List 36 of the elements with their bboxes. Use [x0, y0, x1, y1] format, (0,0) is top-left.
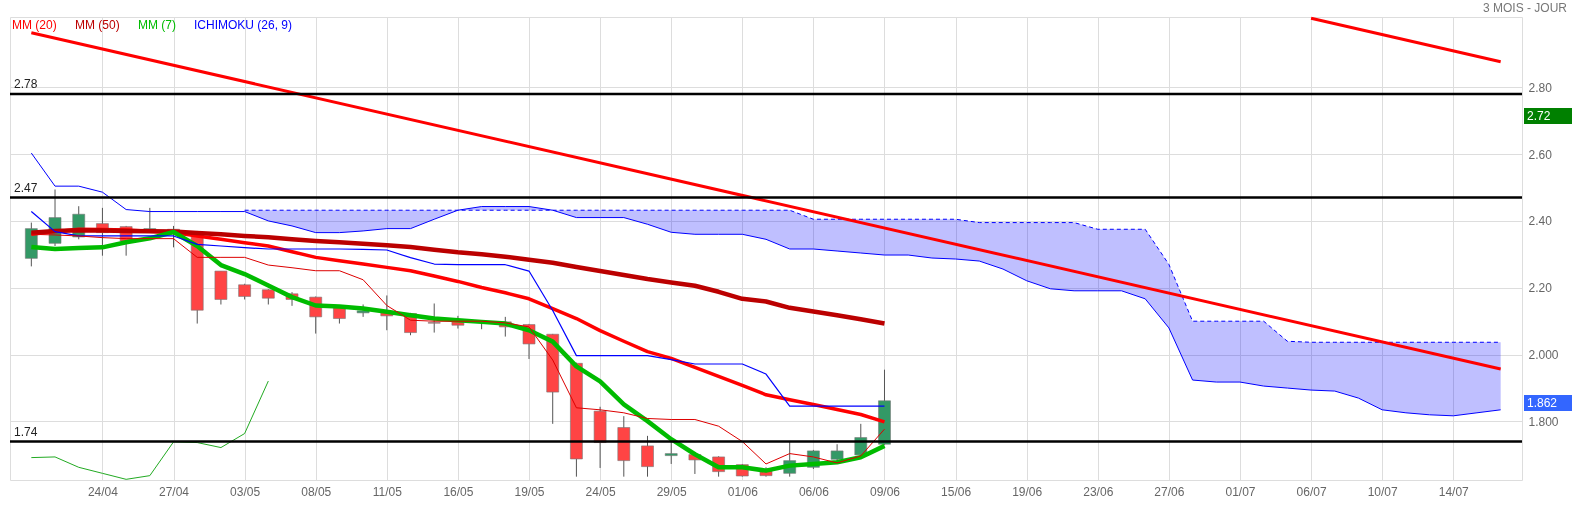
x-tick-label: 06/07: [1296, 484, 1327, 499]
x-tick-label: 27/04: [159, 484, 190, 499]
x-tick-label: 10/07: [1367, 484, 1399, 499]
text: 1.862: [1527, 396, 1558, 410]
y-tick-label: 2.60: [1528, 147, 1553, 162]
x-tick-label: 08/05: [301, 484, 332, 499]
y-tick-label: 2.80: [1528, 80, 1553, 95]
y-tick-label: 2.20: [1528, 281, 1553, 296]
x-tick-label: 15/06: [941, 484, 972, 499]
x-tick-label: 09/06: [869, 484, 901, 499]
x-tick-label: 27/06: [1154, 484, 1185, 499]
x-tick-label: 01/07: [1225, 484, 1256, 499]
x-tick-label: 19/06: [1012, 484, 1043, 499]
x-tick-label: 24/05: [585, 484, 616, 499]
x-tick-label: 14/07: [1438, 484, 1470, 499]
x-tick-label: 01/06: [727, 484, 759, 499]
x-tick-label: 29/05: [656, 484, 688, 499]
x-tick-label: 03/05: [230, 484, 261, 499]
ref-line-label: 2.78: [14, 76, 38, 91]
x-tick-label: 19/05: [514, 484, 545, 499]
x-tick-label: 23/06: [1083, 484, 1114, 499]
text: ICHIMOKU (26, 9): [194, 18, 293, 32]
text: MM (7): [138, 18, 176, 32]
ref-line-label: 2.47: [14, 180, 38, 195]
y-tick-label: 2.40: [1528, 214, 1553, 229]
y-tick-label: 2.000: [1528, 348, 1559, 363]
chart-subtitle: 3 MOIS - JOUR: [1482, 1, 1568, 15]
ref-line-label: 1.74: [14, 424, 38, 439]
x-tick-label: 11/05: [372, 484, 403, 499]
x-tick-label: 24/04: [87, 484, 119, 499]
text: MM (50): [75, 18, 120, 32]
text: 2.72: [1527, 109, 1551, 123]
y-tick-label: 1.800: [1528, 415, 1559, 429]
x-tick-label: 16/05: [443, 484, 474, 499]
text: MM (20): [12, 18, 57, 32]
x-tick-label: 06/06: [798, 484, 830, 499]
